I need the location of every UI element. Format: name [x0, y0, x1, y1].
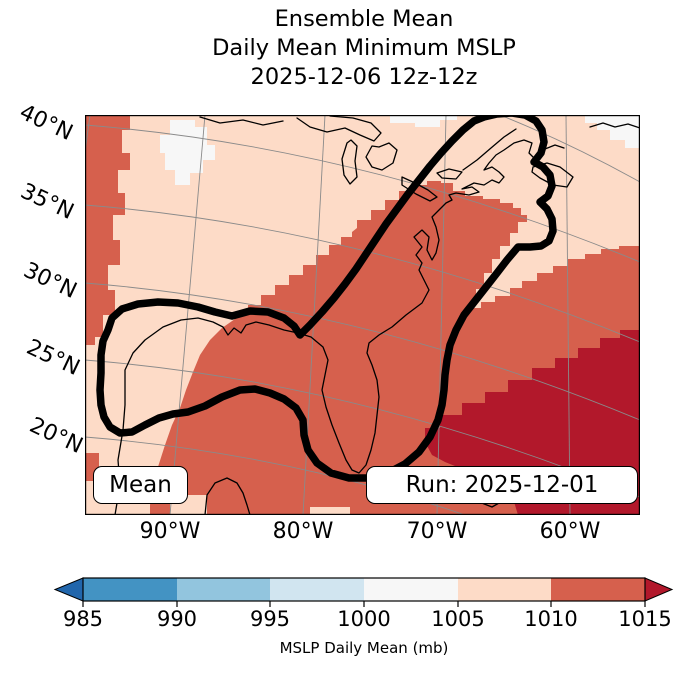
- colorbar-seg-985-990: [83, 578, 177, 601]
- colorbar: [53, 577, 674, 607]
- weather-map: [85, 115, 640, 515]
- colorbar-tick-1010: 1010: [524, 607, 578, 631]
- run-badge-label: Run: 2025-12-01: [405, 472, 599, 498]
- colorbar-tick-995: 995: [249, 607, 291, 631]
- colorbar-seg-1005-1010: [458, 578, 551, 601]
- title-line-2: Daily Mean Minimum MSLP: [212, 35, 516, 61]
- map-frame: [85, 115, 640, 515]
- colorbar-under-arrow: [53, 577, 84, 602]
- colorbar-tick-1015: 1015: [618, 607, 672, 631]
- colorbar-tick-985: 985: [62, 607, 104, 631]
- fill-1000-1005-patch-ne-corner: [585, 115, 640, 148]
- lat-tick-40n: 40°N: [15, 99, 77, 147]
- fill-1000-1005-patch-nw: [160, 120, 215, 185]
- lon-tick-70w: 70°W: [406, 519, 468, 544]
- lat-tick-25n: 25°N: [22, 334, 84, 382]
- title-line-1: Ensemble Mean: [274, 6, 454, 32]
- colorbar-seg-995-1000: [270, 578, 364, 601]
- fill-1010-1015-west-strip: [85, 115, 130, 345]
- mean-badge: Mean: [93, 466, 188, 504]
- ensemble-contour: [96, 115, 557, 482]
- colorbar-tickmarks: [82, 601, 646, 607]
- graticule: [85, 115, 640, 515]
- lon-tick-80w: 80°W: [272, 519, 334, 544]
- run-badge: Run: 2025-12-01: [366, 466, 638, 504]
- colorbar-over-arrow: [644, 577, 674, 602]
- lat-tick-20n: 20°N: [25, 412, 87, 460]
- colorbar-label: MSLP Daily Mean (mb): [279, 639, 449, 657]
- title-line-3: 2025-12-06 12z-12z: [250, 64, 478, 90]
- colorbar-seg-990-995: [177, 578, 270, 601]
- colorbar-tick-1005: 1005: [431, 607, 485, 631]
- lat-tick-30n: 30°N: [19, 257, 81, 305]
- colorbar-seg-1010-1015: [551, 578, 645, 601]
- fill-1000-1005-patch-top: [390, 115, 457, 127]
- colorbar-tick-990: 990: [156, 607, 198, 631]
- mean-badge-label: Mean: [109, 472, 172, 498]
- lon-tick-90w: 90°W: [139, 519, 201, 544]
- fill-peach-notch-2: [310, 507, 350, 515]
- lon-tick-60w: 60°W: [539, 519, 601, 544]
- colorbar-seg-1000-1005: [364, 578, 458, 601]
- chart-title: Ensemble Mean Daily Mean Minimum MSLP 20…: [40, 5, 688, 92]
- lat-tick-35n: 35°N: [16, 178, 78, 226]
- coastline: [114, 115, 640, 515]
- colorbar-tick-1000: 1000: [337, 607, 391, 631]
